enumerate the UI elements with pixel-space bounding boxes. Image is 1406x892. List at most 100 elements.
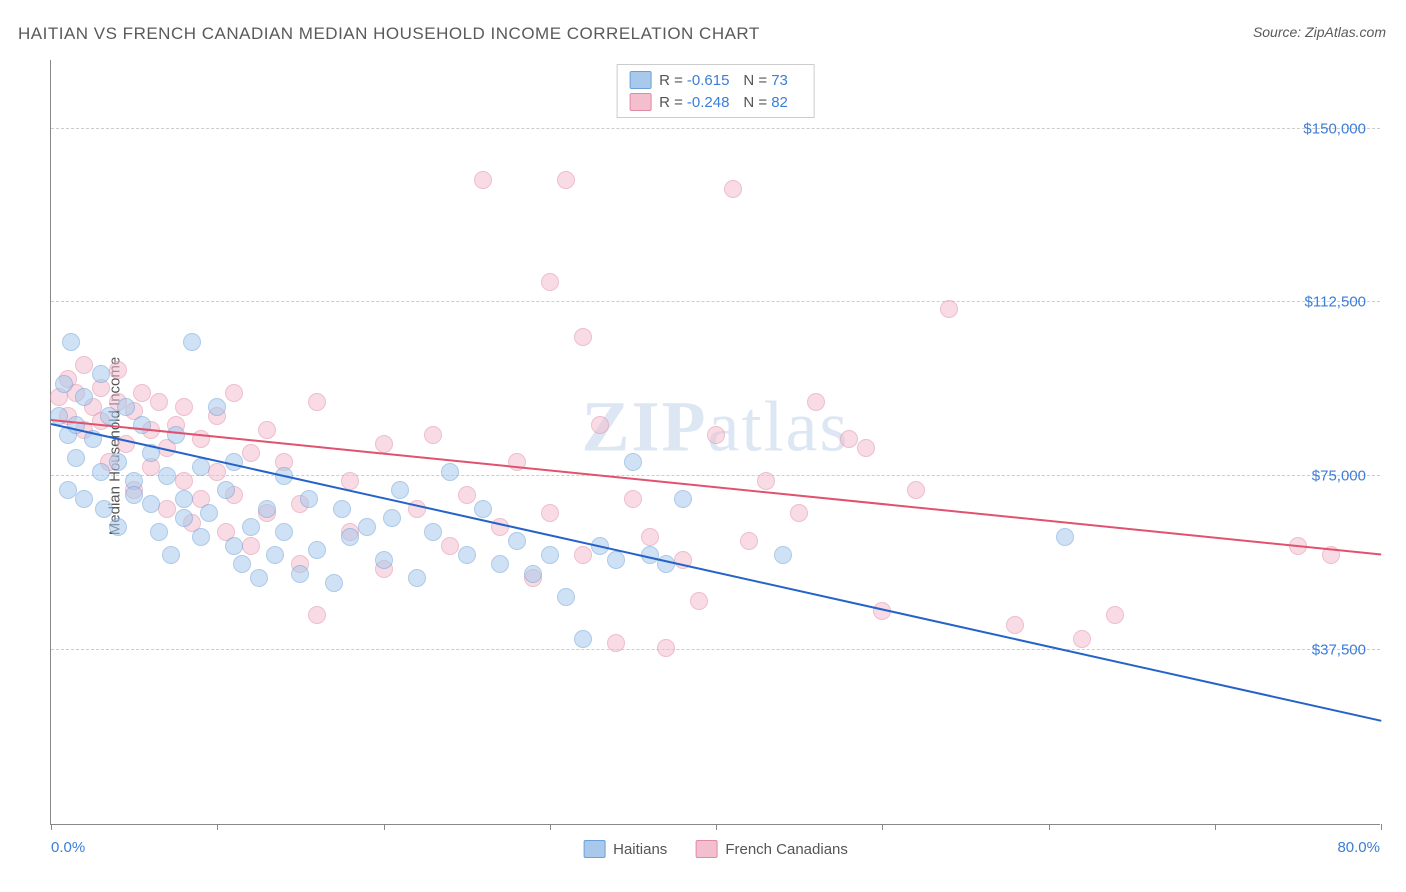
- data-point: [541, 273, 559, 291]
- r-value-french-canadians: -0.248: [687, 94, 730, 111]
- gridline-h: [51, 301, 1380, 302]
- y-tick-label: $150,000: [1303, 120, 1366, 137]
- data-point: [624, 453, 642, 471]
- data-point: [308, 606, 326, 624]
- data-point: [167, 426, 185, 444]
- legend-item-haitians: Haitians: [583, 840, 667, 858]
- y-tick-label: $112,500: [1305, 294, 1366, 311]
- chart-title: HAITIAN VS FRENCH CANADIAN MEDIAN HOUSEH…: [18, 24, 760, 44]
- swatch-french-canadians: [629, 93, 651, 111]
- swatch-haitians-bottom: [583, 840, 605, 858]
- data-point: [674, 490, 692, 508]
- data-point: [225, 537, 243, 555]
- data-point: [341, 472, 359, 490]
- x-tick-label-start: 0.0%: [51, 839, 85, 856]
- data-point: [92, 365, 110, 383]
- data-point: [857, 439, 875, 457]
- data-point: [67, 449, 85, 467]
- data-point: [109, 453, 127, 471]
- data-point: [557, 171, 575, 189]
- n-value-haitians: 73: [771, 72, 788, 89]
- data-point: [233, 555, 251, 573]
- data-point: [724, 180, 742, 198]
- data-point: [774, 546, 792, 564]
- data-point: [807, 393, 825, 411]
- data-point: [391, 481, 409, 499]
- data-point: [541, 546, 559, 564]
- data-point: [208, 398, 226, 416]
- chart-container: HAITIAN VS FRENCH CANADIAN MEDIAN HOUSEH…: [0, 0, 1406, 892]
- data-point: [707, 426, 725, 444]
- data-point: [62, 333, 80, 351]
- data-point: [557, 588, 575, 606]
- data-point: [740, 532, 758, 550]
- data-point: [607, 634, 625, 652]
- data-point: [690, 592, 708, 610]
- data-point: [242, 444, 260, 462]
- x-tick: [882, 824, 883, 830]
- data-point: [591, 416, 609, 434]
- data-point: [300, 490, 318, 508]
- data-point: [75, 356, 93, 374]
- data-point: [1073, 630, 1091, 648]
- data-point: [408, 569, 426, 587]
- data-point: [275, 523, 293, 541]
- data-point: [100, 407, 118, 425]
- y-tick-label: $75,000: [1312, 468, 1366, 485]
- data-point: [383, 509, 401, 527]
- data-point: [458, 546, 476, 564]
- data-point: [474, 171, 492, 189]
- data-point: [790, 504, 808, 522]
- data-point: [607, 551, 625, 569]
- data-point: [308, 541, 326, 559]
- data-point: [109, 361, 127, 379]
- data-point: [266, 546, 284, 564]
- swatch-french-canadians-bottom: [695, 840, 717, 858]
- data-point: [162, 546, 180, 564]
- data-point: [150, 523, 168, 541]
- gridline-h: [51, 649, 1380, 650]
- x-tick: [51, 824, 52, 830]
- data-point: [624, 490, 642, 508]
- data-point: [291, 565, 309, 583]
- data-point: [358, 518, 376, 536]
- data-point: [75, 388, 93, 406]
- x-tick: [716, 824, 717, 830]
- legend-row-haitians: R =-0.615N =73: [629, 69, 802, 91]
- data-point: [175, 490, 193, 508]
- data-point: [657, 639, 675, 657]
- data-point: [92, 463, 110, 481]
- x-tick: [1049, 824, 1050, 830]
- data-point: [183, 333, 201, 351]
- data-point: [424, 523, 442, 541]
- data-point: [258, 421, 276, 439]
- swatch-haitians: [629, 71, 651, 89]
- data-point: [907, 481, 925, 499]
- data-point: [208, 463, 226, 481]
- series-legend: Haitians French Canadians: [583, 840, 848, 858]
- data-point: [375, 551, 393, 569]
- data-point: [757, 472, 775, 490]
- data-point: [458, 486, 476, 504]
- series-label-french-canadians: French Canadians: [725, 841, 848, 858]
- data-point: [192, 458, 210, 476]
- data-point: [158, 467, 176, 485]
- data-point: [258, 500, 276, 518]
- data-point: [175, 398, 193, 416]
- data-point: [574, 630, 592, 648]
- data-point: [441, 537, 459, 555]
- data-point: [242, 537, 260, 555]
- gridline-h: [51, 128, 1380, 129]
- data-point: [508, 532, 526, 550]
- correlation-legend: R =-0.615N =73 R =-0.248N =82: [616, 64, 815, 118]
- n-value-french-canadians: 82: [771, 94, 788, 111]
- data-point: [59, 481, 77, 499]
- x-tick: [550, 824, 551, 830]
- data-point: [1056, 528, 1074, 546]
- legend-item-french-canadians: French Canadians: [695, 840, 848, 858]
- plot-area: ZIPatlas R =-0.615N =73 R =-0.248N =82 H…: [50, 60, 1380, 825]
- x-tick: [1215, 824, 1216, 830]
- data-point: [341, 528, 359, 546]
- data-point: [491, 555, 509, 573]
- series-label-haitians: Haitians: [613, 841, 667, 858]
